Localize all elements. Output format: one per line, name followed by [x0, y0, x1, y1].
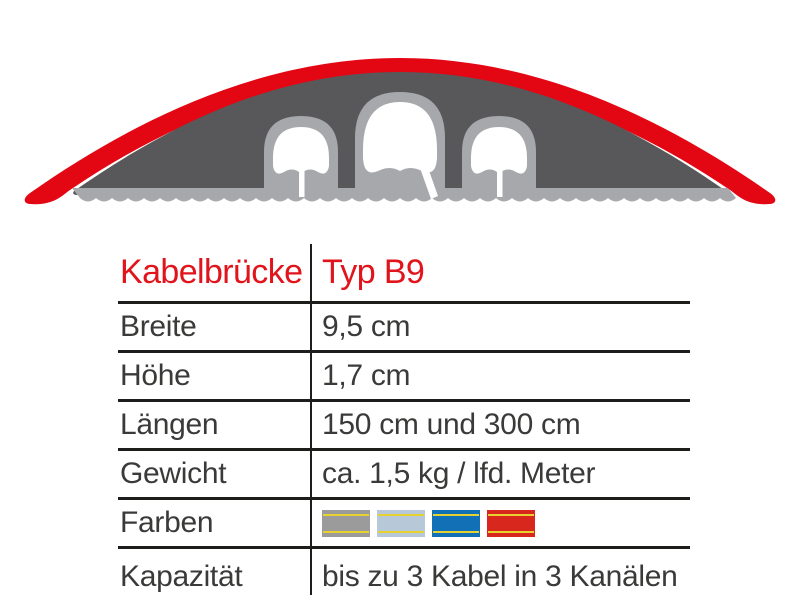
table-row-gewicht: Gewicht ca. 1,5 kg / lfd. Meter [118, 451, 690, 500]
swatch-stripe [433, 530, 479, 533]
channel-slit [497, 170, 503, 197]
channel-slit [299, 170, 305, 197]
cable-bridge-diagram [24, 58, 776, 205]
table-row-laengen: Längen 150 cm und 300 cm [118, 402, 690, 451]
row-label: Längen [120, 408, 219, 441]
row-value: 9,5 cm [322, 310, 411, 343]
row-label: Gewicht [120, 457, 227, 490]
spec-table: Kabelbrücke Typ B9 Breite 9,5 cm Höhe 1,… [118, 244, 690, 600]
swatch-stripe [488, 513, 534, 516]
color-swatch-list [310, 509, 690, 537]
row-value: bis zu 3 Kabel in 3 Kanälen [322, 559, 678, 593]
row-label: Kapazität [120, 559, 243, 593]
swatch-stripe [323, 513, 369, 516]
table-header-row: Kabelbrücke Typ B9 [118, 244, 690, 304]
cable-channel-middle [355, 92, 445, 199]
row-value: 150 cm und 300 cm [322, 408, 581, 441]
channel-slit-diagonal [420, 165, 438, 199]
color-swatch-hellblau [377, 509, 425, 537]
channel-cavity [363, 102, 437, 173]
table-row-kapazitaet: Kapazität bis zu 3 Kabel in 3 Kanälen [118, 549, 690, 600]
table-row-hoehe: Höhe 1,7 cm [118, 353, 690, 402]
swatch-stripe [323, 530, 369, 533]
color-swatch-blau [432, 509, 480, 537]
product-name: Kabelbrücke [120, 253, 303, 291]
row-label: Breite [120, 310, 197, 343]
row-label: Höhe [120, 359, 191, 392]
swatch-stripe [378, 513, 424, 516]
swatch-stripe [488, 530, 534, 533]
table-row-farben: Farben [118, 500, 690, 549]
cable-channel-right [462, 116, 536, 197]
swatch-stripe [378, 530, 424, 533]
cable-channel-left [264, 116, 338, 197]
table-row-breite: Breite 9,5 cm [118, 304, 690, 353]
color-swatch-rot [487, 509, 535, 537]
row-value: 1,7 cm [322, 359, 411, 392]
row-label: Farben [120, 506, 214, 539]
color-swatch-grau [322, 509, 370, 537]
column-divider [310, 244, 312, 595]
channel-cavity [471, 127, 527, 174]
bridge-red-cover [24, 58, 776, 205]
channel-cavity [273, 127, 329, 174]
product-type: Typ B9 [322, 253, 425, 291]
swatch-stripe [433, 513, 479, 516]
row-value: ca. 1,5 kg / lfd. Meter [322, 457, 596, 490]
